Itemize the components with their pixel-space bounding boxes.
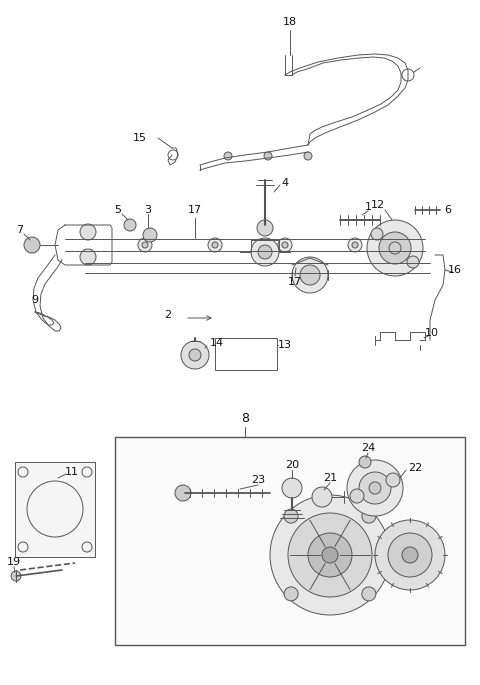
Circle shape (371, 228, 383, 240)
Text: 7: 7 (16, 225, 24, 235)
Circle shape (80, 224, 96, 240)
Text: 17: 17 (288, 277, 302, 287)
Circle shape (278, 238, 292, 252)
Circle shape (300, 265, 320, 285)
Circle shape (348, 238, 362, 252)
Circle shape (11, 571, 21, 581)
Text: 18: 18 (283, 17, 297, 27)
Circle shape (80, 249, 96, 265)
Text: 2: 2 (165, 310, 171, 320)
Bar (215, 338, 277, 370)
Circle shape (379, 232, 411, 264)
Circle shape (138, 238, 152, 252)
Circle shape (282, 478, 302, 498)
Circle shape (386, 473, 400, 487)
Circle shape (24, 237, 40, 253)
Circle shape (124, 219, 136, 231)
Text: 8: 8 (241, 412, 249, 425)
Text: 3: 3 (144, 205, 152, 215)
Text: 9: 9 (31, 295, 38, 305)
Bar (115, 437, 465, 645)
Text: 13: 13 (278, 340, 292, 350)
Circle shape (352, 242, 358, 248)
Circle shape (282, 242, 288, 248)
Circle shape (375, 520, 445, 590)
Circle shape (407, 256, 419, 268)
Circle shape (142, 242, 148, 248)
Text: 6: 6 (444, 205, 452, 215)
Circle shape (388, 533, 432, 577)
Circle shape (359, 456, 371, 468)
Text: 11: 11 (65, 467, 79, 477)
Text: 20: 20 (285, 460, 299, 470)
Circle shape (175, 485, 191, 501)
Circle shape (208, 238, 222, 252)
Text: 23: 23 (251, 475, 265, 485)
Text: 17: 17 (188, 205, 202, 215)
Text: 24: 24 (361, 443, 375, 453)
Text: 4: 4 (281, 178, 288, 188)
Text: 19: 19 (7, 557, 21, 567)
Circle shape (322, 547, 338, 563)
Circle shape (362, 509, 376, 523)
Text: 22: 22 (408, 463, 422, 473)
Circle shape (189, 349, 201, 361)
Circle shape (362, 587, 376, 601)
Circle shape (308, 533, 352, 577)
Circle shape (312, 487, 332, 507)
Text: 12: 12 (371, 200, 385, 210)
Circle shape (284, 509, 298, 523)
Circle shape (224, 152, 232, 160)
Circle shape (359, 472, 391, 504)
Text: 21: 21 (323, 473, 337, 483)
Circle shape (264, 152, 272, 160)
Circle shape (402, 547, 418, 563)
Text: 15: 15 (133, 133, 147, 143)
Circle shape (257, 220, 273, 236)
Text: 10: 10 (425, 328, 439, 338)
Circle shape (143, 228, 157, 242)
Text: 16: 16 (448, 265, 462, 275)
Circle shape (251, 238, 279, 266)
Circle shape (288, 513, 372, 597)
Circle shape (270, 495, 390, 615)
Circle shape (284, 587, 298, 601)
Circle shape (347, 460, 403, 516)
Circle shape (181, 341, 209, 369)
Circle shape (304, 152, 312, 160)
Circle shape (258, 245, 272, 259)
Text: 5: 5 (115, 205, 121, 215)
Circle shape (212, 242, 218, 248)
Text: 1: 1 (364, 202, 372, 212)
Circle shape (350, 489, 364, 503)
Circle shape (292, 257, 328, 293)
Bar (15, 462, 95, 557)
Circle shape (367, 220, 423, 276)
Circle shape (369, 482, 381, 494)
Text: 14: 14 (210, 338, 224, 348)
